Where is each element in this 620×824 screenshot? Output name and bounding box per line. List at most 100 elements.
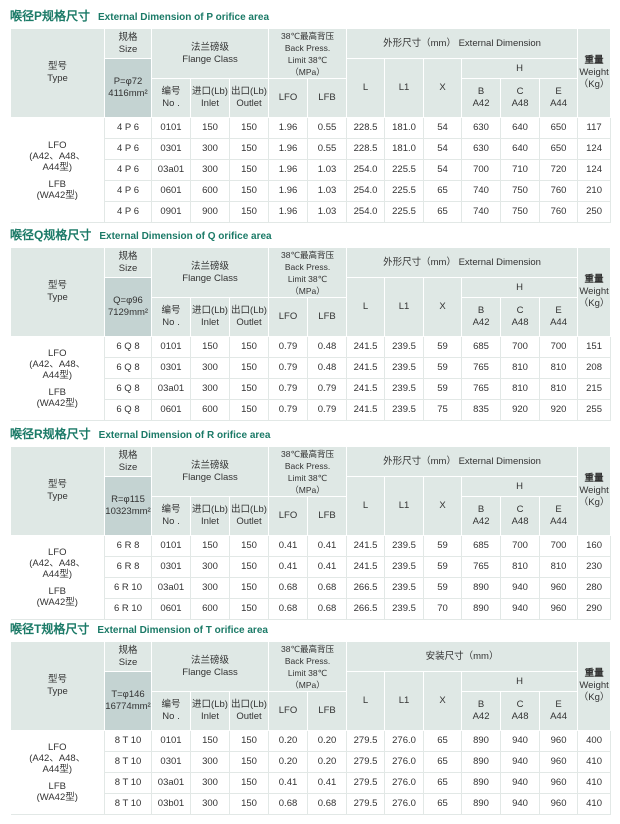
size-header: 规格 Size xyxy=(104,446,152,477)
e-label: E xyxy=(555,504,562,515)
type-lfb: LFB (WA42型) xyxy=(11,387,104,409)
cell-h-b: 630 xyxy=(461,138,502,160)
cell-inlet: 900 xyxy=(190,201,230,223)
section-title: 喉径T规格尺寸 External Dimension of T orifice a… xyxy=(10,621,610,637)
l1-header: L1 xyxy=(384,671,425,731)
size-diameter: T=φ146 xyxy=(111,689,145,700)
size-value: P=φ72 4116mm² xyxy=(104,58,152,118)
inlet-cn: 进口(Lb) xyxy=(192,86,228,97)
outlet-cn: 出口(Lb) xyxy=(231,699,267,710)
cell-size: 8 T 10 xyxy=(104,751,152,773)
bp-4: （MPa） xyxy=(290,484,325,495)
cell-no: 03b01 xyxy=(151,793,191,815)
cell-l1: 276.0 xyxy=(384,793,425,815)
no-en: No . xyxy=(162,317,180,328)
cell-weight: 255 xyxy=(577,399,612,421)
cell-lfo: 0.68 xyxy=(268,577,309,599)
outlet-cn: 出口(Lb) xyxy=(231,305,267,316)
cell-no: 0601 xyxy=(151,180,191,202)
cell-l: 266.5 xyxy=(346,598,386,620)
cell-h-c: 940 xyxy=(500,730,541,752)
size-value: R=φ115 10323mm² xyxy=(104,476,152,536)
size-en: Size xyxy=(118,43,138,55)
type-lfb: LFB (WA42型) xyxy=(11,179,104,201)
cell-l: 279.5 xyxy=(346,751,386,773)
outlet-header: 出口(Lb) Outlet xyxy=(228,78,270,118)
cell-h-e: 760 xyxy=(539,201,579,223)
x-header: X xyxy=(423,277,463,337)
cell-outlet: 150 xyxy=(228,159,270,181)
type-lfo-line: (A42、A48、 xyxy=(29,359,86,370)
cell-size: 6 R 8 xyxy=(104,535,152,557)
type-en: Type xyxy=(47,491,68,502)
type-cn: 型号 xyxy=(47,674,67,685)
bp-3: Limit 38℃ xyxy=(287,54,328,65)
cell-lfb: 0.55 xyxy=(307,117,348,139)
back-press-header: 38℃最高背压 Back Press. Limit 38℃ （MPa） xyxy=(268,446,348,497)
cell-size: 6 Q 8 xyxy=(104,357,152,379)
lfo-header: LFO xyxy=(268,496,309,536)
section-title-cn: 喉径P规格尺寸 xyxy=(10,9,91,23)
no-header: 编号 No . xyxy=(151,78,191,118)
size-diameter: P=φ72 xyxy=(113,76,143,87)
cell-lfb: 1.03 xyxy=(307,201,348,223)
cell-h-e: 810 xyxy=(539,378,579,400)
type-lfo-line: A44型) xyxy=(42,569,73,580)
b-header: B A42 xyxy=(461,691,502,731)
cell-h-e: 760 xyxy=(539,180,579,202)
cell-l1: 181.0 xyxy=(384,117,425,139)
cell-outlet: 150 xyxy=(228,577,270,599)
cell-lfo: 0.79 xyxy=(268,357,309,379)
size-cn: 规格 xyxy=(118,250,138,262)
cell-size: 8 T 10 xyxy=(104,793,152,815)
b-label: B xyxy=(477,86,485,97)
table-row: 6 Q 8 03a01 300 150 0.79 0.79 241.5 239.5 59 765 8… xyxy=(11,378,612,400)
cell-x: 59 xyxy=(423,357,463,379)
cell-h-e: 810 xyxy=(539,357,579,379)
cell-outlet: 150 xyxy=(228,336,270,358)
flange-header: 法兰磅级 Flange Class xyxy=(150,641,270,692)
h-header: H xyxy=(461,277,579,298)
l-header: L xyxy=(346,476,386,536)
cell-l1: 276.0 xyxy=(384,730,425,752)
cell-l: 241.5 xyxy=(346,399,386,421)
cell-no: 03a01 xyxy=(151,772,191,794)
cell-h-b: 685 xyxy=(461,535,502,557)
cell-inlet: 300 xyxy=(190,159,230,181)
cell-h-b: 765 xyxy=(461,378,502,400)
cell-h-b: 890 xyxy=(461,598,502,620)
cell-l1: 276.0 xyxy=(384,751,425,773)
section-title-cn: 喉径Q规格尺寸 xyxy=(10,228,92,242)
section-title-cn: 喉径R规格尺寸 xyxy=(10,427,91,441)
cell-lfb: 0.41 xyxy=(307,535,348,557)
cell-l1: 239.5 xyxy=(384,556,425,578)
weight-unit: （Kg） xyxy=(578,298,610,309)
cell-lfb: 0.68 xyxy=(307,577,348,599)
size-header: 规格 Size xyxy=(104,247,152,278)
cell-h-c: 810 xyxy=(500,378,541,400)
inlet-header: 进口(Lb) Inlet xyxy=(190,496,230,536)
weight-en: Weight xyxy=(579,67,609,78)
cell-weight: 210 xyxy=(577,180,612,202)
type-lfb-line: (WA42型) xyxy=(36,189,78,201)
weight-header: 重量 Weight （Kg） xyxy=(577,446,612,536)
type-lfb-line: LFB xyxy=(48,586,66,597)
c-header: C A48 xyxy=(500,78,541,118)
cell-inlet: 300 xyxy=(190,793,230,815)
table-row: 8 T 10 03a01 300 150 0.41 0.41 279.5 276.0 65 890… xyxy=(11,772,612,794)
bp-4: （MPa） xyxy=(290,66,325,77)
cell-weight: 290 xyxy=(577,598,612,620)
outlet-cn: 出口(Lb) xyxy=(231,86,267,97)
section-3: 喉径T规格尺寸 External Dimension of T orifice a… xyxy=(10,621,612,815)
cell-x: 65 xyxy=(423,751,463,773)
cell-lfb: 0.79 xyxy=(307,399,348,421)
section-2: 喉径R规格尺寸 External Dimension of R orifice a… xyxy=(10,426,612,620)
inlet-en: Inlet xyxy=(201,317,219,328)
section-title-cn: 喉径T规格尺寸 xyxy=(10,622,90,636)
cell-inlet: 600 xyxy=(190,180,230,202)
c-header: C A48 xyxy=(500,496,541,536)
cell-size: 4 P 6 xyxy=(104,180,152,202)
cell-lfb: 0.48 xyxy=(307,336,348,358)
section-title-en: External Dimension of R orifice area xyxy=(98,430,271,441)
dimension-header: 外形尺寸（mm） External Dimension xyxy=(346,247,579,278)
